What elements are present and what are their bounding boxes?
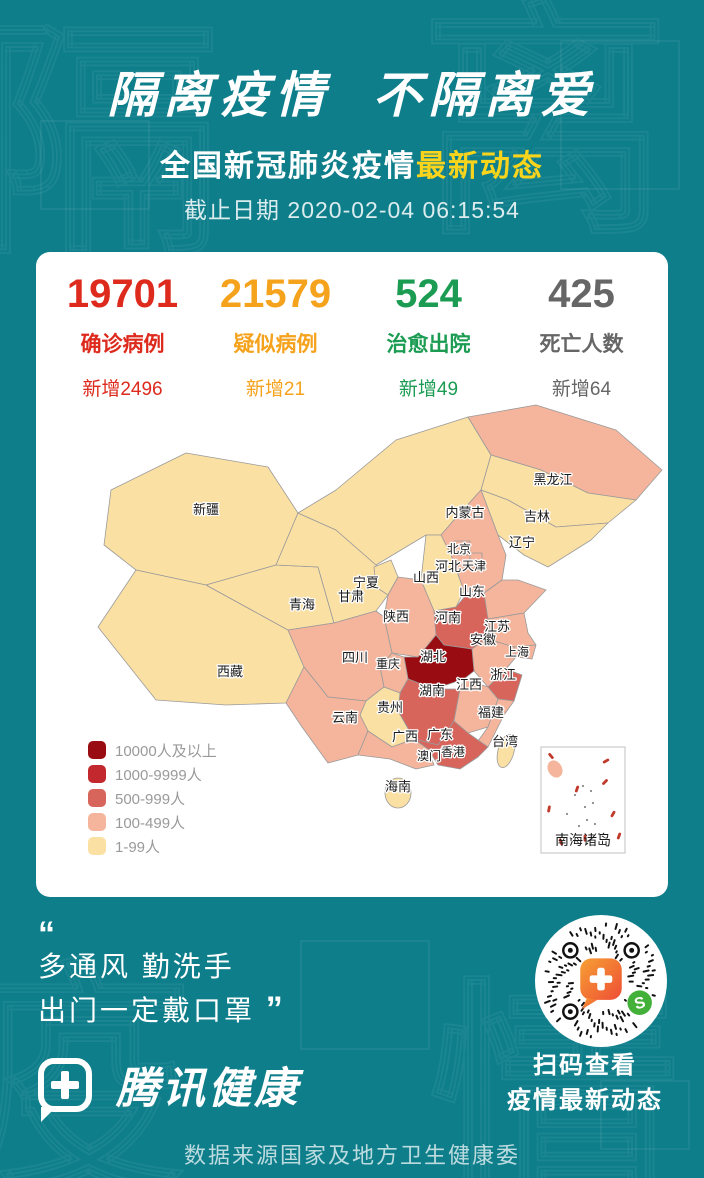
province-label-heilongjiang: 黑龙江 <box>533 472 572 487</box>
province-label-chongqing: 重庆 <box>376 657 400 671</box>
province-label-taiwan: 台湾 <box>492 734 518 749</box>
open-quote-mark: “ <box>38 915 58 953</box>
deaths-delta: 新增64 <box>551 379 612 400</box>
stat-confirmed: 19701 确诊病例 新增2496 <box>46 272 199 401</box>
province-label-ningxia: 宁夏 <box>353 575 379 590</box>
miniprogram-qr-code: S <box>535 915 667 1047</box>
province-label-shaanxi: 陕西 <box>383 609 409 624</box>
province-label-liaoning: 辽宁 <box>509 535 535 550</box>
brand-name: 腾讯健康 <box>116 1065 300 1113</box>
province-label-sichuan: 四川 <box>342 650 368 665</box>
province-label-shanxi: 山西 <box>413 570 439 585</box>
stat-cured: 524 治愈出院 新增49 <box>352 272 505 401</box>
cured-label: 治愈出院 <box>386 333 471 356</box>
province-label-guizhou: 贵州 <box>377 700 403 715</box>
confirmed-count: 19701 <box>66 272 179 316</box>
province-label-hebei: 河北 <box>435 559 461 574</box>
province-label-guangdong: 广东 <box>427 727 453 742</box>
province-label-yunnan: 云南 <box>332 710 358 725</box>
quote-line2: 出门一定戴口罩 <box>38 995 256 1026</box>
province-label-neimenggu: 内蒙古 <box>445 505 484 520</box>
province-label-guangxi: 广西 <box>392 729 418 744</box>
province-label-shandong: 山东 <box>459 584 485 599</box>
close-quote-mark: ” <box>265 990 286 1028</box>
province-xinjiang <box>103 452 299 586</box>
qr-caption: 扫码查看 疫情最新动态 <box>500 1048 670 1118</box>
province-label-qinghai: 青海 <box>289 597 315 612</box>
legend-item: 100-499人 <box>88 810 217 834</box>
svg-text:S: S <box>632 993 647 1013</box>
deaths-label: 死亡人数 <box>539 333 624 356</box>
province-taiwan <box>496 734 516 768</box>
legend-item: 500-999人 <box>88 786 217 810</box>
province-label-henan: 河南 <box>435 610 461 625</box>
province-label-hunan: 湖南 <box>419 683 445 698</box>
province-hubei <box>403 634 475 690</box>
qr-center-health-logo <box>580 958 622 1010</box>
province-label-macau: 澳门 <box>417 748 441 763</box>
province-liaoning <box>480 489 609 568</box>
legend-swatch-level4 <box>88 765 106 783</box>
health-tip-quote: “ 多通风 勤洗手 出门一定戴口罩 ” <box>38 915 286 1032</box>
as-of-date: 截止日期 2020-02-04 06:15:54 <box>184 197 520 223</box>
cured-count: 524 <box>395 272 462 316</box>
province-shanghai <box>513 644 537 660</box>
page-title: 隔离疫情 不隔离爱 <box>107 69 597 123</box>
tencent-health-brand: 腾讯健康 <box>38 1054 300 1122</box>
province-label-xizang: 西藏 <box>217 664 243 679</box>
legend-item: 1-99人 <box>88 834 217 858</box>
qr-caption-line1: 扫码查看 <box>533 1052 637 1079</box>
province-zhejiang <box>487 668 523 702</box>
south-china-sea-inset: 南海诸岛 <box>540 746 626 854</box>
province-tianjin <box>469 552 483 570</box>
province-label-hainan: 海南 <box>385 779 411 794</box>
province-label-jiangxi: 江西 <box>456 677 482 692</box>
cured-delta: 新增49 <box>398 379 459 400</box>
province-label-gansu: 甘肃 <box>338 589 364 604</box>
quote-line1: 多通风 勤洗手 <box>38 951 235 982</box>
legend-swatch-level2 <box>88 813 106 831</box>
province-label-jiangsu: 江苏 <box>484 619 510 634</box>
province-hainan <box>384 777 412 809</box>
stats-row: 19701 确诊病例 新增2496 21579 疑似病例 新增21 524 治愈… <box>46 272 658 401</box>
province-label-hongkong: 香港 <box>441 745 465 759</box>
qr-pattern: S <box>544 922 656 1039</box>
province-label-beijing: 北京 <box>447 542 471 556</box>
legend-item: 10000人及以上 <box>88 738 217 762</box>
subtitle: 全国新冠肺炎疫情最新动态 <box>0 141 704 185</box>
province-label-hubei: 湖北 <box>420 649 446 664</box>
confirmed-label: 确诊病例 <box>80 333 165 356</box>
legend-swatch-level5 <box>88 741 106 759</box>
province-label-fujian: 福建 <box>478 705 504 720</box>
legend-item: 1000-9999人 <box>88 762 217 786</box>
subtitle-prefix: 全国新冠肺炎疫情 <box>160 150 416 183</box>
miniprogram-badge-icon: S <box>627 990 652 1015</box>
inset-label: 南海诸岛 <box>555 832 611 848</box>
province-label-anhui: 安徽 <box>470 632 496 647</box>
legend-swatch-level3 <box>88 789 106 807</box>
qr-caption-line2: 疫情最新动态 <box>507 1087 663 1114</box>
data-source: 数据来源国家及地方卫生健康委 <box>183 1143 520 1168</box>
province-label-tianjin: 天津 <box>462 559 486 573</box>
suspected-count: 21579 <box>219 272 332 316</box>
province-label-jilin: 吉林 <box>524 509 550 524</box>
confirmed-delta: 新增2496 <box>82 379 163 400</box>
map-legend: 10000人及以上 1000-9999人 500-999人 100-499人 1… <box>88 738 217 858</box>
province-label-zhejiang: 浙江 <box>490 667 516 682</box>
deaths-count: 425 <box>548 272 615 316</box>
stat-deaths: 425 死亡人数 新增64 <box>505 272 658 401</box>
stats-map-card: 19701 确诊病例 新增2496 21579 疑似病例 新增21 524 治愈… <box>36 252 668 897</box>
province-guangxi <box>357 730 435 770</box>
health-bubble-plus-icon <box>38 1058 92 1122</box>
stat-suspected: 21579 疑似病例 新增21 <box>199 272 352 401</box>
province-label-shanghai: 上海 <box>505 644 529 659</box>
suspected-delta: 新增21 <box>245 379 306 400</box>
province-guangdong <box>413 720 489 770</box>
suspected-label: 疑似病例 <box>233 333 318 356</box>
legend-swatch-level1 <box>88 837 106 855</box>
subtitle-highlight: 最新动态 <box>416 150 544 183</box>
province-label-xinjiang: 新疆 <box>193 502 219 517</box>
